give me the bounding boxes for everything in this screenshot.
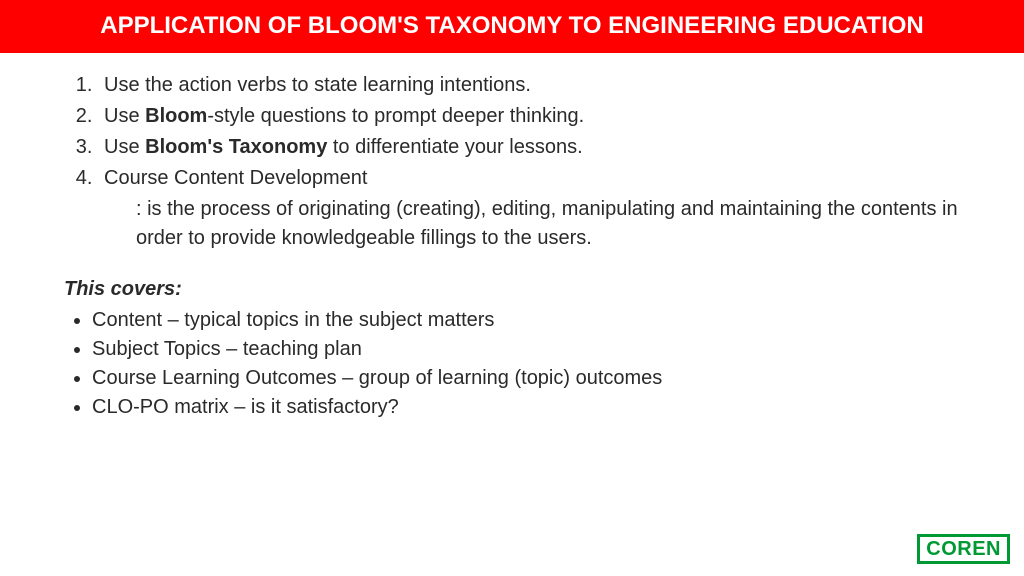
covers-heading: This covers:	[40, 275, 984, 304]
slide-content: Use the action verbs to state learning i…	[0, 53, 1024, 422]
list-item: Use the action verbs to state learning i…	[98, 71, 984, 100]
list-item: Use Bloom-style questions to prompt deep…	[98, 102, 984, 131]
list-item: Use Bloom's Taxonomy to differentiate yo…	[98, 133, 984, 162]
text-run: Use	[104, 105, 145, 127]
text-bold: Bloom	[145, 105, 207, 127]
item4-subtext: : is the process of originating (creatin…	[40, 195, 984, 253]
coren-logo: COREN	[917, 534, 1010, 564]
text-run: Use	[104, 136, 145, 158]
text-run: to differentiate your lessons.	[327, 136, 582, 158]
bullet-list: Content – typical topics in the subject …	[40, 306, 984, 422]
text-run: -style questions to prompt deeper thinki…	[207, 105, 584, 127]
numbered-list: Use the action verbs to state learning i…	[40, 71, 984, 193]
list-item: CLO-PO matrix – is it satisfactory?	[92, 393, 984, 422]
text-bold: Bloom's Taxonomy	[145, 136, 327, 158]
list-item: Subject Topics – teaching plan	[92, 335, 984, 364]
slide-title: APPLICATION OF BLOOM'S TAXONOMY TO ENGIN…	[0, 0, 1024, 53]
list-item: Course Learning Outcomes – group of lear…	[92, 364, 984, 393]
list-item: Course Content Development	[98, 164, 984, 193]
list-item: Content – typical topics in the subject …	[92, 306, 984, 335]
